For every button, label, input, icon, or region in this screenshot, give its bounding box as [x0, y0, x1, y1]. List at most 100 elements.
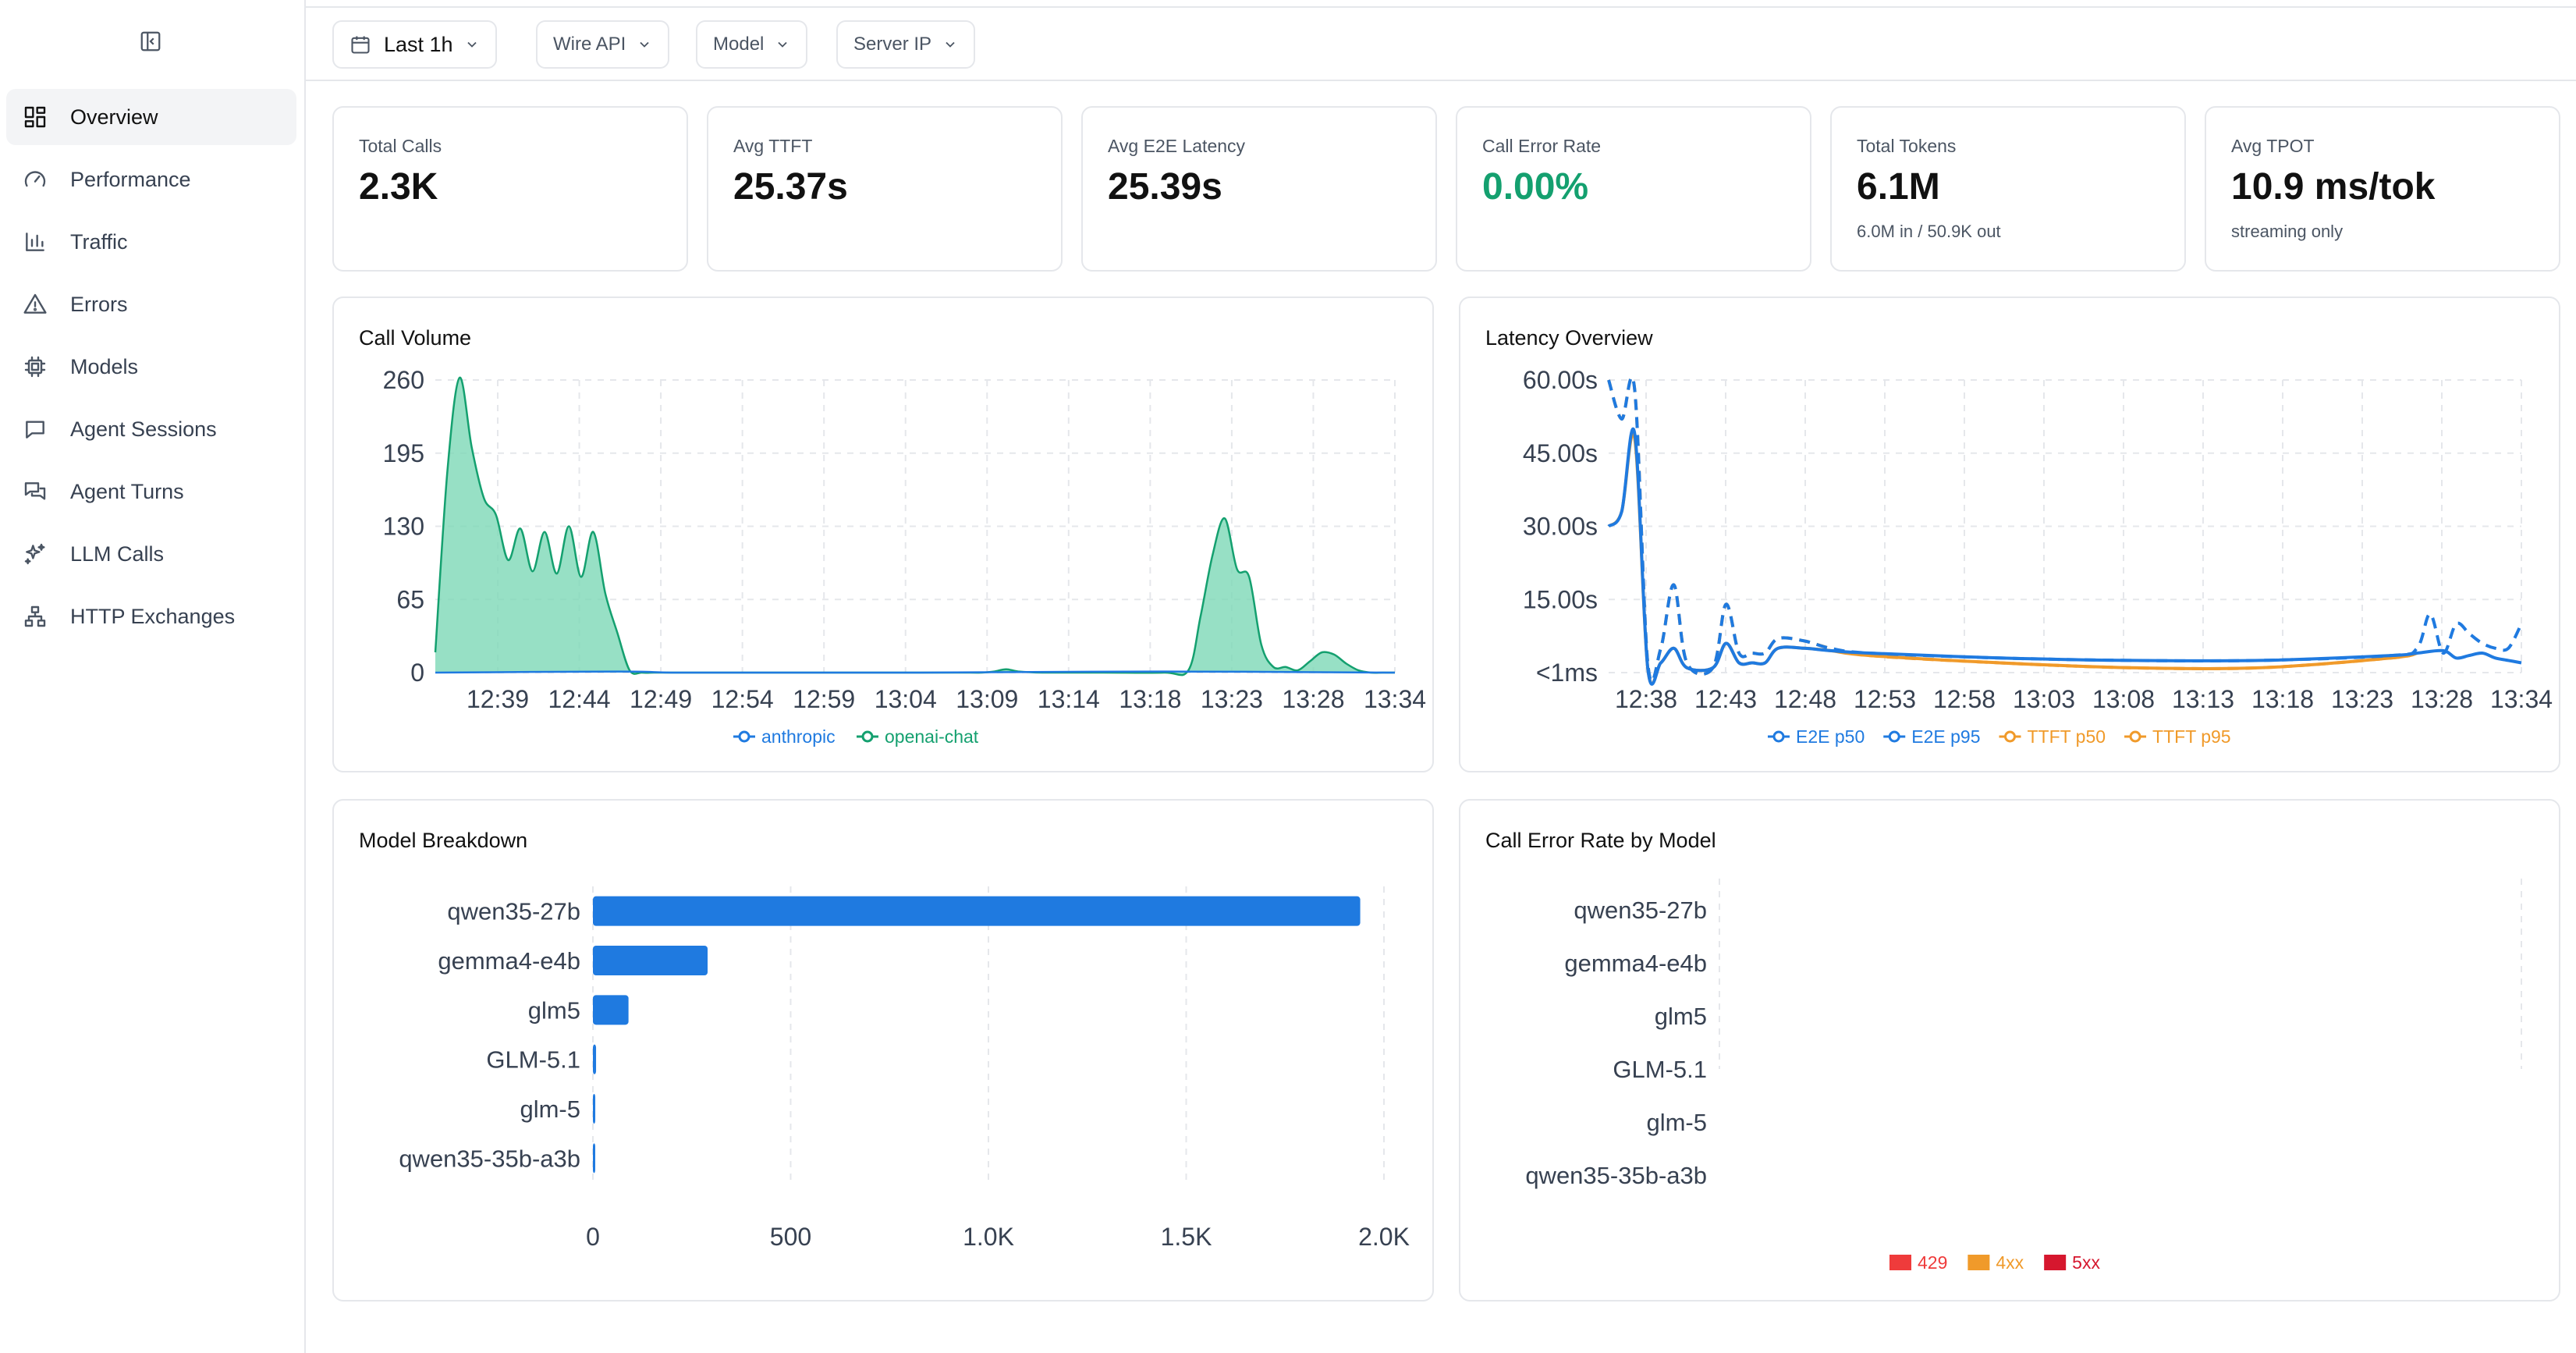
x-tick-label: 13:18	[2251, 685, 2314, 713]
y-tick-label: 260	[383, 366, 424, 394]
legend-openai-chat-dot	[861, 730, 874, 743]
sidebar-item-models[interactable]: Models	[6, 339, 296, 395]
time-range-select[interactable]: Last 1h	[332, 20, 497, 69]
latency-overview-panel: Latency Overview <1ms 15.00s 30.00s 45.00s 6…	[1459, 297, 2560, 772]
bar	[593, 1044, 597, 1074]
legend-label: 4xx	[1996, 1252, 2024, 1273]
legend-ttft-p95-dot	[2129, 730, 2141, 743]
sidebar-item-agent-sessions[interactable]: Agent Sessions	[6, 401, 296, 457]
legend-swatch	[1967, 1255, 1990, 1270]
legend-anthropic-dot	[738, 730, 750, 743]
y-tick-label: 0	[410, 659, 424, 687]
sidebar-item-label: Models	[70, 354, 139, 378]
x-tick-label: 13:13	[2172, 685, 2234, 713]
bar	[593, 896, 1361, 926]
kpi-avg-e2e-latency: Avg E2E Latency 25.39s	[1081, 106, 1437, 272]
x-tick-label: 500	[770, 1223, 811, 1251]
bar-chart-icon	[22, 229, 48, 255]
legend-e2e-p95-dot	[1888, 730, 1900, 743]
grid-icon	[22, 104, 48, 130]
chevron-down-icon	[778, 41, 788, 48]
network-icon	[22, 603, 48, 630]
y-tick-label: 195	[383, 439, 424, 467]
sidebar-item-performance[interactable]: Performance	[6, 151, 296, 208]
x-tick-label: 13:28	[2411, 685, 2473, 713]
legend-ttft-p50-dot	[2004, 730, 2016, 743]
x-tick-label: 13:14	[1038, 685, 1100, 713]
sidebar-item-agent-turns[interactable]: Agent Turns	[6, 463, 296, 520]
category-label: qwen35-27b	[447, 898, 580, 925]
x-tick-label: 12:53	[1854, 685, 1916, 713]
bar	[593, 946, 708, 975]
chat-icon	[22, 416, 48, 442]
x-tick-label: 12:48	[1774, 685, 1836, 713]
sidebar-item-label: Traffic	[70, 229, 128, 254]
x-tick-label: 13:23	[1201, 685, 1263, 713]
error-rate-chart: qwen35-27b gemma4-e4b glm5 GLM-5.1 glm-5 qwen…	[1525, 879, 2522, 1273]
model-breakdown-chart: 0 500 1.0K 1.5K 2.0K qwen35-27b gemma4-e4b glm5…	[399, 886, 1410, 1251]
kpi-total-calls: Total Calls 2.3K	[332, 106, 688, 272]
calendar-icon	[351, 36, 370, 54]
call-volume-panel: Call Volume 0 65 130 195 260 12:39 12:44 12:49 1…	[332, 297, 1434, 772]
y-tick-label: 130	[383, 513, 424, 541]
sidebar-item-label: Errors	[70, 292, 128, 316]
category-label: gemma4-e4b	[438, 947, 580, 975]
sidebar-item-llm-calls[interactable]: LLM Calls	[6, 526, 296, 582]
category-label: glm-5	[1646, 1109, 1707, 1136]
error-rate-by-model-panel: Call Error Rate by Model qwen35-27b gemma…	[1459, 799, 2560, 1302]
legend-e2e-p50-dot	[1772, 730, 1785, 743]
legend-label-openai-chat: openai-chat	[885, 726, 979, 747]
sparkles-icon	[22, 541, 48, 567]
filter-bar: Last 1h Wire API Model Server IP	[306, 6, 2576, 81]
x-tick-label: 2.0K	[1358, 1223, 1410, 1251]
x-tick-label: 12:59	[793, 685, 855, 713]
legend-label: E2E p50	[1796, 726, 1865, 747]
kpi-avg-tpot: Avg TPOT 10.9 ms/tok streaming only	[2205, 106, 2560, 272]
model-breakdown-panel: Model Breakdown 0 500 1.0K 1.5K 2.0K qwen35-2…	[332, 799, 1434, 1302]
series-line-anthropic	[435, 670, 1396, 674]
server-ip-label: Server IP	[853, 34, 932, 55]
category-label: glm5	[1655, 1003, 1707, 1030]
x-tick-label: 13:09	[956, 685, 1018, 713]
kpi-call-error-rate: Call Error Rate 0.00%	[1456, 106, 1811, 272]
kpi-value: 0.00%	[1482, 166, 1589, 208]
sidebar-item-http-exchanges[interactable]: HTTP Exchanges	[6, 588, 296, 645]
x-tick-label: 12:44	[548, 685, 611, 713]
sidebar-item-label: Performance	[70, 167, 191, 191]
sidebar-item-overview[interactable]: Overview	[6, 89, 296, 145]
y-tick-label: 30.00s	[1523, 513, 1598, 541]
wire-api-label: Wire API	[553, 34, 626, 55]
sidebar-item-traffic[interactable]: Traffic	[6, 214, 296, 270]
kpi-value: 2.3K	[359, 166, 438, 208]
series-line-e2e-p50	[1607, 427, 2522, 686]
chip-icon	[22, 353, 48, 380]
category-label: qwen35-35b-a3b	[399, 1145, 580, 1172]
sidebar-item-errors[interactable]: Errors	[6, 276, 296, 332]
model-select[interactable]: Model	[696, 20, 808, 69]
series-area-openai-chat	[435, 377, 1395, 676]
sidebar: Overview Performance Traffic Errors Models Ag…	[0, 0, 306, 1353]
panel-title: Model Breakdown	[359, 829, 528, 852]
category-label: glm-5	[520, 1096, 580, 1123]
category-label: glm5	[528, 996, 580, 1024]
x-tick-label: 13:34	[2490, 685, 2553, 713]
bar	[593, 1143, 595, 1174]
panel-title: Call Volume	[359, 326, 472, 350]
series-line-e2e-p95	[1607, 375, 2523, 683]
kpi-value: 6.1M	[1857, 166, 1940, 208]
series-line-ttft-p95	[1607, 375, 2418, 683]
model-label: Model	[713, 34, 765, 55]
kpi-label: Total Calls	[359, 136, 442, 156]
kpi-label: Avg TTFT	[733, 136, 813, 156]
sidebar-item-label: Agent Sessions	[70, 417, 217, 441]
server-ip-select[interactable]: Server IP	[836, 20, 976, 69]
wire-api-select[interactable]: Wire API	[536, 20, 670, 69]
category-label: GLM-5.1	[1613, 1056, 1707, 1083]
kpi-value: 25.39s	[1108, 166, 1222, 208]
y-tick-label: 60.00s	[1523, 366, 1598, 394]
legend-label: TTFT p95	[2152, 726, 2231, 747]
x-tick-label: 13:08	[2092, 685, 2155, 713]
category-label: GLM-5.1	[486, 1046, 580, 1074]
x-tick-label: 12:58	[1933, 685, 1996, 713]
sidebar-toggle-icon[interactable]	[139, 30, 162, 53]
